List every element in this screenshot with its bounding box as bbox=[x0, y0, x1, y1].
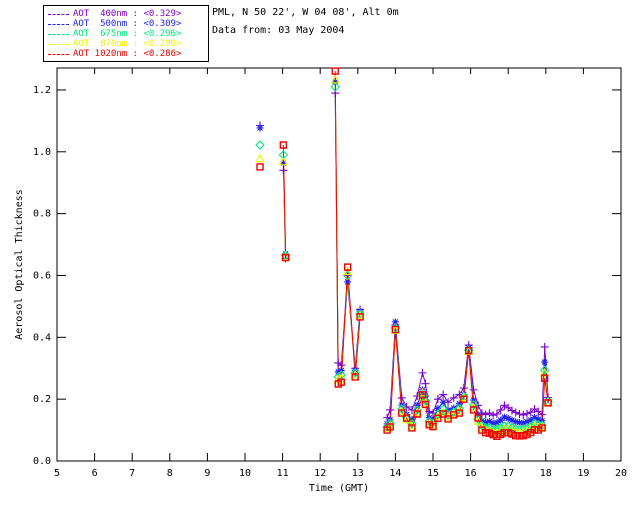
series-line-aot870 bbox=[334, 80, 361, 381]
series-line-aot675 bbox=[334, 86, 361, 378]
legend-label: AOT 870nm : <0.290> bbox=[73, 39, 182, 49]
legend-label: AOT 1020nm : <0.286> bbox=[73, 49, 182, 59]
x-tick-label: 11 bbox=[277, 468, 289, 479]
y-tick-label: 1.0 bbox=[33, 147, 51, 158]
x-tick-label: 15 bbox=[427, 468, 439, 479]
series-markers-aot1020 bbox=[256, 67, 552, 440]
x-tick-label: 13 bbox=[352, 468, 364, 479]
x-tick-label: 8 bbox=[167, 468, 173, 479]
legend-item-aot400: AOT 400nm : <0.329> bbox=[48, 9, 205, 19]
x-tick-label: 17 bbox=[502, 468, 514, 479]
x-tick-label: 6 bbox=[92, 468, 98, 479]
x-tick-label: 5 bbox=[54, 468, 60, 479]
y-tick-label: 0.4 bbox=[33, 332, 51, 343]
series-line-aot400 bbox=[334, 92, 361, 369]
y-axis-title: Aerosol Optical Thickness bbox=[14, 189, 25, 340]
legend-dash-swatch bbox=[48, 53, 69, 55]
site-info-text: PML, N 50 22', W 04 08', Alt 0m bbox=[212, 7, 399, 18]
plot-frame bbox=[56, 67, 622, 462]
x-tick-label: 7 bbox=[129, 468, 135, 479]
series-markers-aot675 bbox=[255, 82, 553, 435]
x-tick-label: 20 bbox=[615, 468, 627, 479]
series-markers-aot500 bbox=[256, 78, 552, 428]
legend-label: AOT 675nm : <0.296> bbox=[73, 29, 182, 39]
series-line-aot400 bbox=[386, 324, 549, 418]
series-line-aot500 bbox=[386, 321, 549, 425]
series-markers-aot870 bbox=[255, 74, 553, 437]
x-tick-label: 14 bbox=[389, 468, 401, 479]
legend-item-aot675: AOT 675nm : <0.296> bbox=[48, 29, 205, 39]
y-tick-label: 0.0 bbox=[33, 456, 51, 467]
y-tick-label: 0.2 bbox=[33, 394, 51, 405]
x-tick-label: 9 bbox=[204, 468, 210, 479]
legend-dash-swatch bbox=[48, 43, 69, 45]
legend-dash-swatch bbox=[48, 23, 69, 25]
x-tick-label: 18 bbox=[540, 468, 552, 479]
legend-label: AOT 400nm : <0.329> bbox=[73, 9, 182, 19]
legend-dash-swatch bbox=[48, 33, 69, 35]
legend-item-aot500: AOT 500nm : <0.309> bbox=[48, 19, 205, 29]
series-markers-aot400 bbox=[256, 89, 553, 422]
series-line-aot1020 bbox=[334, 71, 361, 385]
legend-dash-swatch bbox=[48, 13, 69, 15]
y-tick-label: 1.2 bbox=[33, 85, 51, 96]
x-axis-title: Time (GMT) bbox=[309, 483, 369, 494]
x-tick-label: 10 bbox=[239, 468, 251, 479]
y-tick-label: 0.6 bbox=[33, 270, 51, 281]
series-line-aot500 bbox=[334, 81, 361, 373]
x-tick-label: 16 bbox=[465, 468, 477, 479]
legend-label: AOT 500nm : <0.309> bbox=[73, 19, 182, 29]
legend-item-aot870: AOT 870nm : <0.290> bbox=[48, 39, 205, 49]
x-tick-label: 19 bbox=[577, 468, 589, 479]
y-tick-label: 0.8 bbox=[33, 209, 51, 220]
x-tick-label: 12 bbox=[314, 468, 326, 479]
legend-box: AOT 400nm : <0.329> AOT 500nm : <0.309> AO… bbox=[43, 5, 209, 62]
date-info-text: Data from: 03 May 2004 bbox=[212, 25, 345, 36]
legend-item-aot1020: AOT 1020nm : <0.286> bbox=[48, 49, 205, 59]
